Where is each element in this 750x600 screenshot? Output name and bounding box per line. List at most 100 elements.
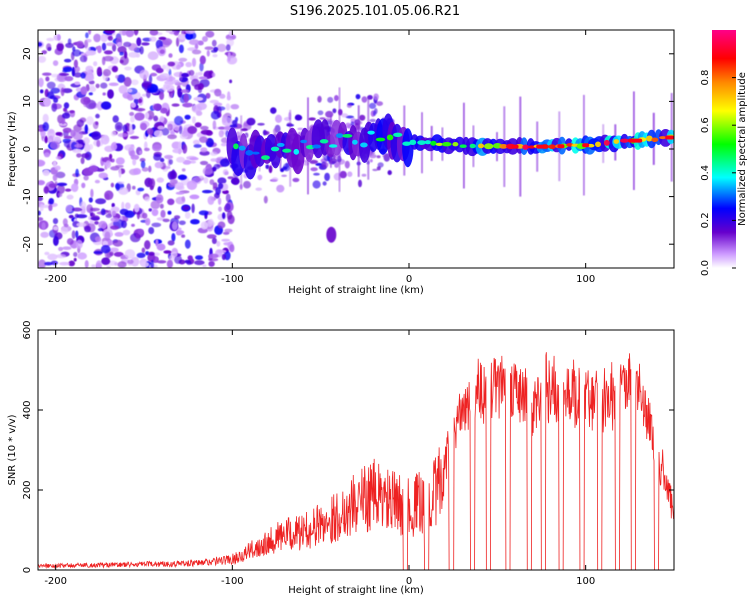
noise-blob: [211, 72, 216, 78]
noise-blob: [220, 142, 228, 147]
spectrogram-y-ticks: -20 -10 0 10 20: [22, 47, 674, 252]
noise-blob: [155, 238, 159, 247]
noise-blob: [75, 168, 79, 177]
noise-blob: [212, 54, 218, 58]
noise-blob: [224, 171, 229, 175]
noise-blob: [119, 51, 124, 56]
y-tick-label: 20: [22, 47, 33, 60]
noise-blob: [240, 128, 248, 132]
noise-blob: [105, 160, 112, 169]
noise-blob: [202, 264, 207, 268]
noise-blob: [189, 160, 197, 164]
noise-blob: [376, 155, 381, 159]
noise-blob: [175, 191, 185, 195]
noise-blob: [216, 240, 221, 247]
noise-blob: [154, 161, 164, 169]
noise-blob: [107, 210, 112, 217]
band-core: [417, 140, 426, 146]
band-core: [393, 132, 403, 137]
noise-blob: [210, 151, 218, 156]
noise-blob: [226, 210, 233, 220]
noise-blob: [111, 131, 117, 137]
noise-blob: [89, 84, 95, 89]
noise-blob: [208, 260, 215, 267]
noise-blob: [60, 226, 69, 235]
noise-blob: [168, 53, 173, 58]
noise-blob: [130, 102, 137, 108]
noise-blob: [91, 131, 101, 141]
noise-blob: [191, 203, 195, 214]
noise-blob: [174, 115, 184, 126]
x-tick-label: 100: [576, 274, 595, 285]
noise-blob: [227, 176, 234, 180]
noise-blob: [145, 251, 150, 256]
band-core: [435, 142, 443, 146]
noise-blob: [51, 102, 58, 112]
noise-blob: [62, 112, 71, 119]
snr-panel: -200 -100 0 100 0 200 400 600 Height of straig…: [7, 320, 675, 596]
noise-blob: [263, 195, 268, 204]
noise-blob: [165, 84, 175, 92]
noise-blob: [346, 103, 352, 108]
noise-blob: [341, 113, 348, 118]
band-halo: [402, 128, 414, 168]
noise-blob: [50, 87, 60, 94]
noise-blob: [155, 67, 164, 74]
noise-blob: [167, 240, 175, 246]
noise-blob: [108, 82, 119, 87]
noise-blob: [193, 144, 202, 148]
noise-blob: [345, 115, 355, 119]
noise-blob: [165, 30, 173, 33]
noise-blob: [369, 118, 377, 123]
colorbar-tick-label: 0.4: [700, 165, 711, 181]
noise-blob: [176, 64, 181, 70]
noise-blob: [68, 214, 74, 219]
noise-blob: [46, 91, 55, 99]
noise-blob: [309, 159, 319, 164]
y-tick-label: -20: [22, 236, 33, 252]
noise-blob: [319, 117, 326, 120]
noise-blob: [84, 124, 89, 134]
noise-blob: [217, 249, 227, 254]
noise-blob: [334, 95, 339, 102]
noise-blob: [268, 165, 273, 174]
noise-blob: [53, 226, 59, 231]
noise-blob: [199, 160, 209, 166]
noise-blob: [72, 148, 82, 153]
noise-blob: [127, 88, 133, 93]
y-tick-label: 0: [22, 567, 33, 573]
noise-blob: [85, 50, 97, 56]
noise-blob: [83, 137, 90, 145]
colorbar-gradient: [712, 30, 736, 268]
noise-blob: [218, 206, 222, 212]
noise-blob: [94, 179, 100, 184]
band-core: [430, 140, 437, 146]
noise-blob: [275, 114, 282, 124]
noise-blob: [372, 168, 378, 172]
noise-blob: [198, 76, 208, 80]
noise-blob: [97, 45, 102, 54]
noise-blob: [151, 208, 159, 217]
noise-blob: [322, 181, 327, 186]
noise-blob: [129, 123, 133, 133]
noise-blob: [97, 228, 104, 232]
noise-blob: [80, 201, 87, 210]
noise-blob: [257, 122, 265, 126]
spectrogram-y-label: Frequency (Hz): [7, 111, 18, 187]
noise-blob: [71, 230, 76, 240]
noise-blob: [100, 245, 111, 254]
noise-blob: [159, 115, 165, 123]
noise-blob: [121, 201, 125, 211]
noise-blob: [48, 198, 54, 205]
colorbar-tick-label: 0.2: [700, 212, 711, 228]
colorbar-ticks: 0.0 0.2 0.4 0.6 0.8: [700, 70, 736, 276]
noise-blob: [191, 78, 200, 87]
noise-blob: [151, 222, 162, 228]
noise-blob: [164, 154, 174, 160]
band-peak: [536, 144, 544, 149]
noise-blob: [310, 167, 318, 172]
noise-blob: [38, 196, 44, 202]
noise-blob: [195, 255, 203, 260]
noise-blob: [246, 117, 256, 126]
